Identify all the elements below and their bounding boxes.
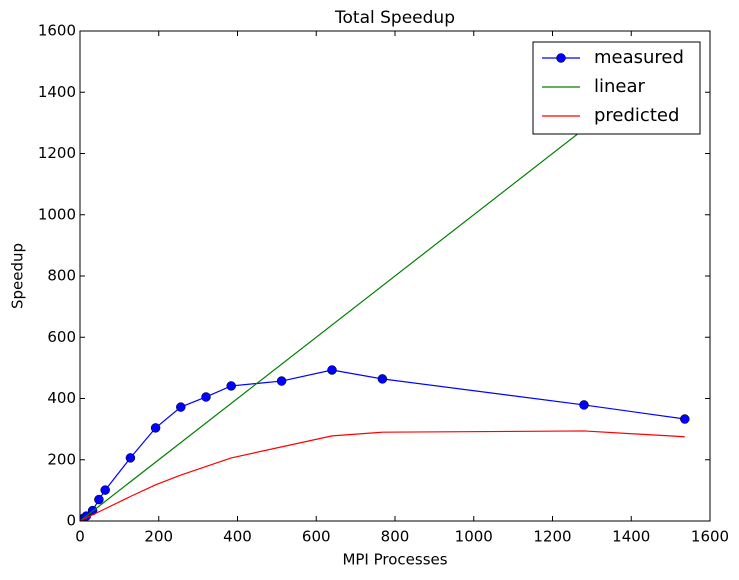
data-point [176,402,186,412]
data-point [226,381,236,391]
x-tick-label: 1200 [533,528,571,546]
series-line [80,430,685,521]
y-tick-label: 1400 [38,83,76,101]
legend-label: predicted [594,105,679,126]
y-tick-label: 0 [66,512,76,530]
y-tick-label: 1200 [38,144,76,162]
y-tick-label: 200 [47,450,76,468]
chart-title: Total Speedup [334,8,455,28]
data-point [327,365,337,375]
x-tick-label: 800 [381,528,410,546]
legend: measured linear predicted [532,41,701,135]
legend-marker [556,53,566,63]
x-tick-label: 200 [144,528,173,546]
y-tick-label: 600 [47,328,76,346]
y-tick-label: 1600 [38,22,76,40]
x-tick-label: 400 [223,528,252,546]
data-point [276,376,287,386]
x-tick-label: 600 [302,528,331,546]
x-axis-label: MPI Processes [342,551,447,569]
data-point [201,392,211,402]
data-point [100,485,110,495]
data-point [377,374,388,384]
data-point [125,453,136,463]
x-tick-label: 1000 [455,528,493,546]
y-axis-label: Speedup [9,243,27,309]
data-point [94,494,104,505]
data-point [680,414,690,424]
data-point [150,423,161,433]
data-point [579,400,589,410]
y-tick-label: 800 [47,267,76,285]
x-tick-label: 1400 [612,528,650,546]
y-tick-label: 400 [47,389,76,407]
legend-label: measured [594,47,684,68]
x-tick-label: 0 [75,528,85,546]
y-tick-label: 1000 [38,205,76,223]
x-tick-label: 1600 [691,528,729,546]
legend-label: linear [594,76,646,97]
